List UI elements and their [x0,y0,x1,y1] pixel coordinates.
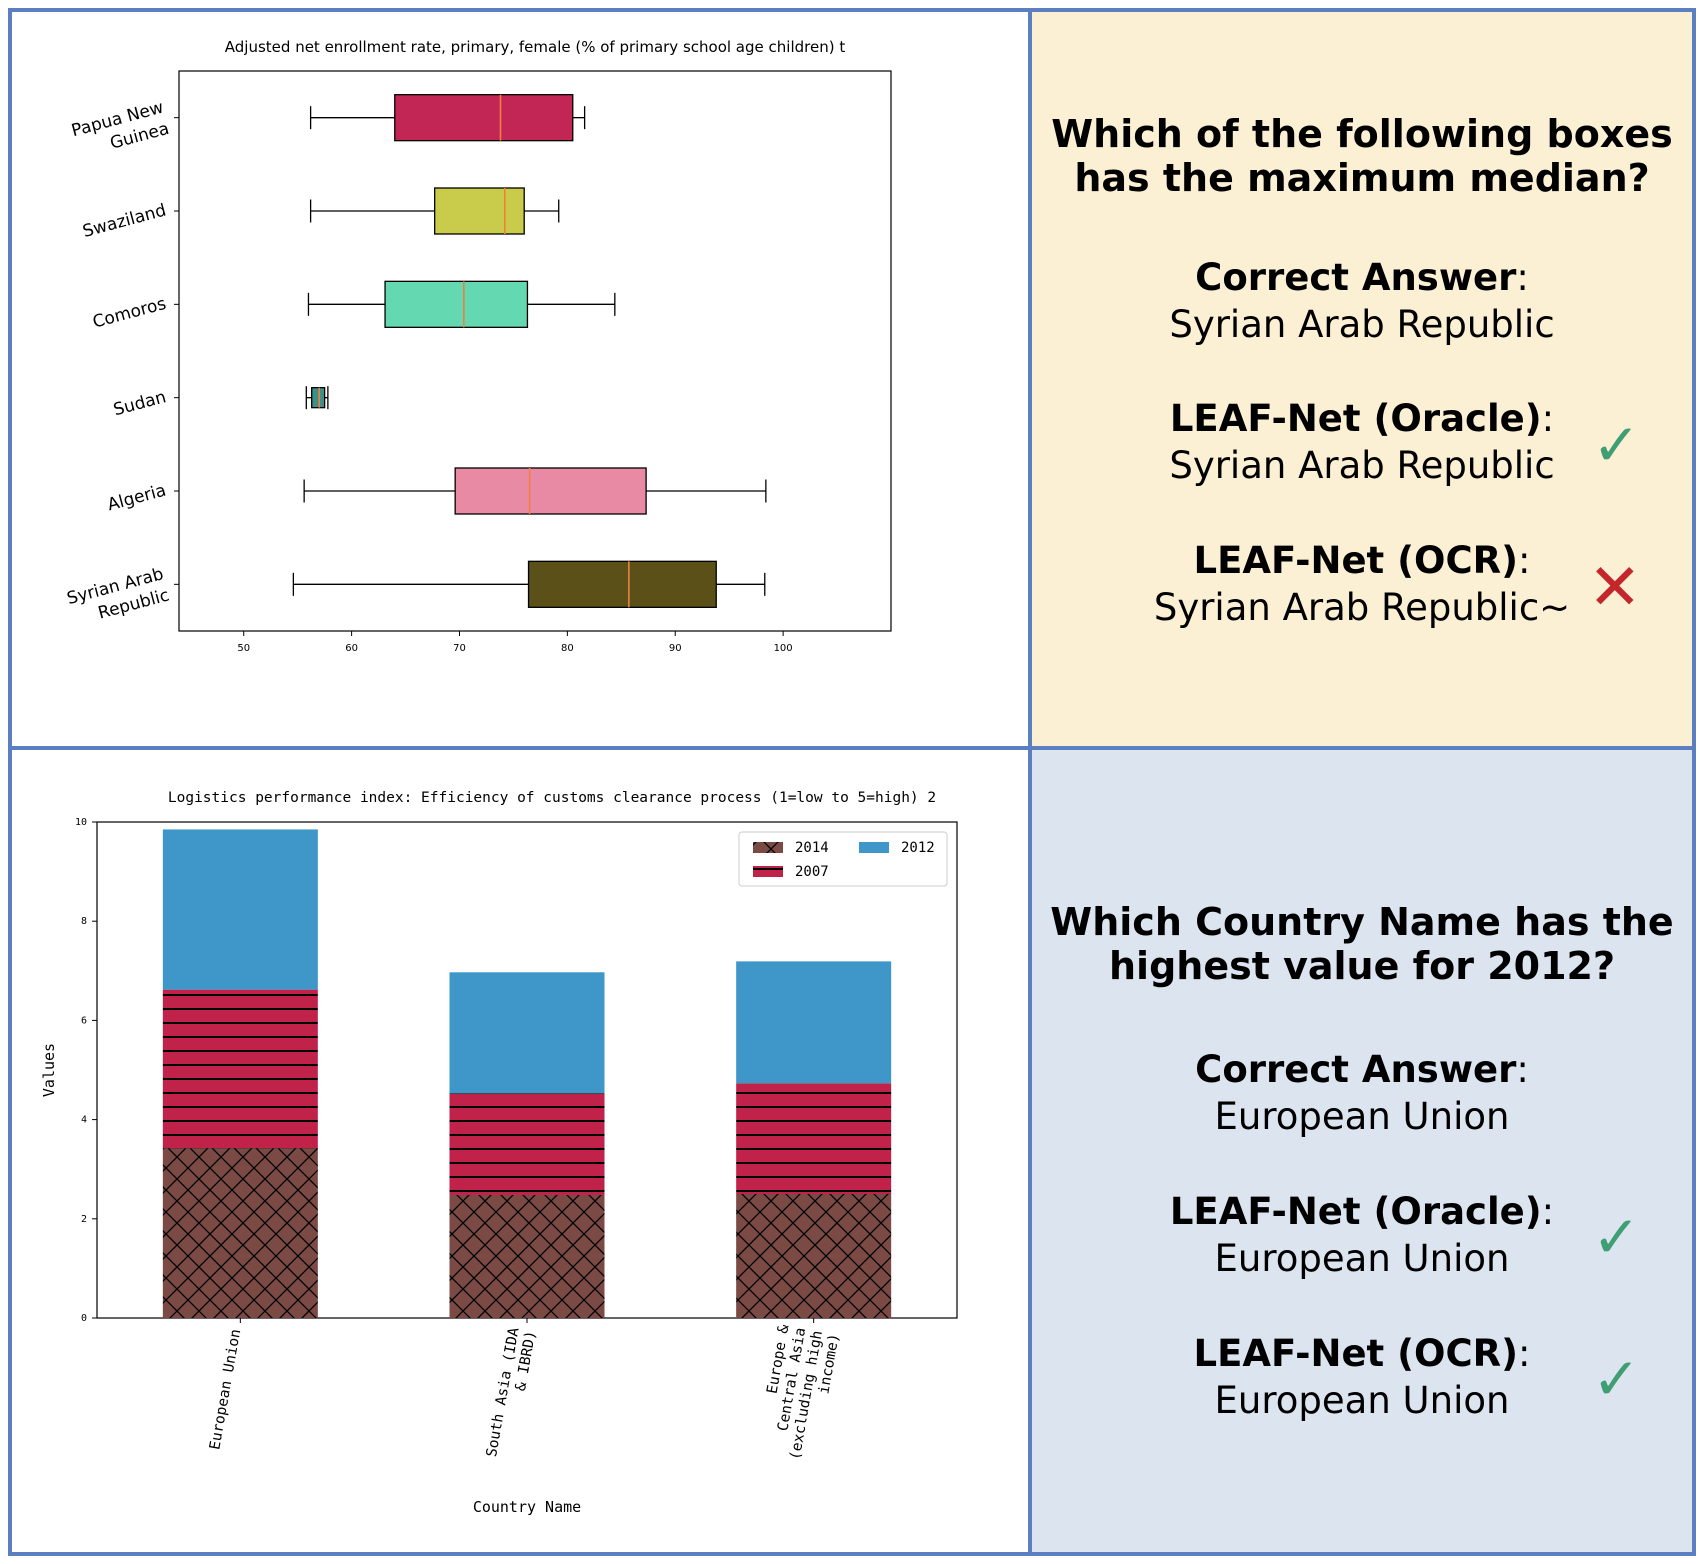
boxplot-chart: Adjusted net enrollment rate, primary, f… [65,38,892,654]
x-tick-label: 70 [453,643,466,654]
box-iqr [454,467,647,515]
legend-label-2007: 2007 [795,864,829,880]
box-sudan [305,386,329,410]
box-iqr [311,387,326,409]
bottom-correct-label: Correct Answer: [1195,1048,1529,1091]
bottom-ocr-check-icon: ✓ [1592,1345,1641,1413]
x-tick-label: 100 [774,643,793,654]
horizontal-divider [8,746,1696,750]
bottom-question-line2: highest value for 2012? [1108,944,1616,988]
bottom-question-line1: Which Country Name has the [1050,900,1674,944]
y-tick-label: Algeria [105,481,168,516]
x-tick-label: 60 [345,643,358,654]
top-ocr-cross-icon: ✕ [1588,551,1642,625]
y-tick-label: 4 [81,1115,87,1126]
bar-2012-1 [449,972,605,1094]
x-axis-label: Country Name [473,1498,581,1516]
chart-title: Logistics performance index: Efficiency … [168,790,936,806]
boxplot-panel: Adjusted net enrollment rate, primary, f… [12,12,1028,746]
bar-2012-2 [736,961,892,1084]
x-tick-label: South Asia (IDA& IBRD) [484,1326,539,1461]
x-tick-label: 50 [237,643,250,654]
bar-2014-1 [449,1194,605,1318]
bar-2007-1 [449,1093,605,1195]
vertical-divider [1028,8,1032,1556]
x-tick-label: 80 [561,643,574,654]
bar-2012-0 [162,829,318,990]
bottom-qa-panel: Which Country Name has the highest value… [1032,750,1692,1552]
top-ocr-value: Syrian Arab Republic~ [1153,586,1571,629]
y-tick-label: 8 [81,916,87,927]
top-ocr-label: LEAF-Net (OCR): [1193,539,1531,582]
bar-2007-0 [162,989,318,1149]
top-oracle-value: Syrian Arab Republic [1169,444,1555,487]
barchart-panel: Logistics performance index: Efficiency … [12,750,1028,1552]
chart-title: Adjusted net enrollment rate, primary, f… [225,38,846,56]
top-question: Which of the following boxes has the max… [1032,112,1692,200]
bottom-ocr-label: LEAF-Net (OCR): [1193,1332,1531,1375]
box-syrian-arab-republic [292,560,766,608]
y-tick-label: Papua NewGuinea [69,97,171,162]
figure-frame [8,8,1696,1556]
y-axis-label: Values [40,1043,58,1097]
bottom-question: Which Country Name has the highest value… [1032,900,1692,988]
box-algeria [303,467,767,515]
box-iqr [394,94,574,142]
box-comoros [307,280,616,328]
bottom-oracle-value: European Union [1214,1237,1510,1280]
bar-2014-0 [162,1148,318,1318]
top-correct-label: Correct Answer: [1195,256,1529,299]
top-oracle-label: LEAF-Net (Oracle): [1169,397,1555,440]
bottom-correct-value: European Union [1214,1095,1510,1138]
y-tick-label: 2 [81,1214,87,1225]
y-tick-label: 10 [75,817,87,828]
y-tick-label: Syrian ArabRepublic [65,564,171,630]
x-tick-label: 90 [669,643,682,654]
y-tick-label: Comoros [91,294,169,333]
box-iqr [384,280,529,328]
bottom-ocr-value: European Union [1214,1379,1510,1422]
legend-swatch-2014 [753,842,783,853]
top-qa-panel: Which of the following boxes has the max… [1032,12,1692,746]
x-tick-label: Europe &Central Asia(excluding highincom… [754,1323,843,1464]
box-iqr [527,560,717,608]
bottom-oracle-check-icon: ✓ [1592,1203,1641,1271]
bar-2014-2 [736,1194,892,1318]
stacked-bar-chart: Logistics performance index: Efficiency … [40,790,958,1516]
y-tick-label: Swaziland [81,201,169,242]
legend-label-2012: 2012 [901,840,935,856]
legend-swatch-2007 [753,866,783,877]
top-correct-value: Syrian Arab Republic [1169,303,1555,346]
x-tick-label: European Union [207,1328,244,1451]
legend-label-2014: 2014 [795,840,829,856]
box-iqr [434,187,525,235]
y-tick-label: Sudan [111,387,168,420]
bar-2007-2 [736,1083,892,1194]
plot-area [178,70,892,632]
legend-swatch-2012 [859,842,889,853]
top-oracle-check-icon: ✓ [1592,411,1641,479]
bottom-oracle-label: LEAF-Net (Oracle): [1169,1190,1555,1233]
box-swaziland [309,187,560,235]
y-tick-label: 0 [81,1313,87,1324]
box-papua-new-guinea [309,94,586,142]
top-question-line2: has the maximum median? [1074,156,1650,200]
top-question-line1: Which of the following boxes [1051,112,1673,156]
y-tick-label: 6 [81,1015,87,1026]
legend-box [738,831,948,887]
